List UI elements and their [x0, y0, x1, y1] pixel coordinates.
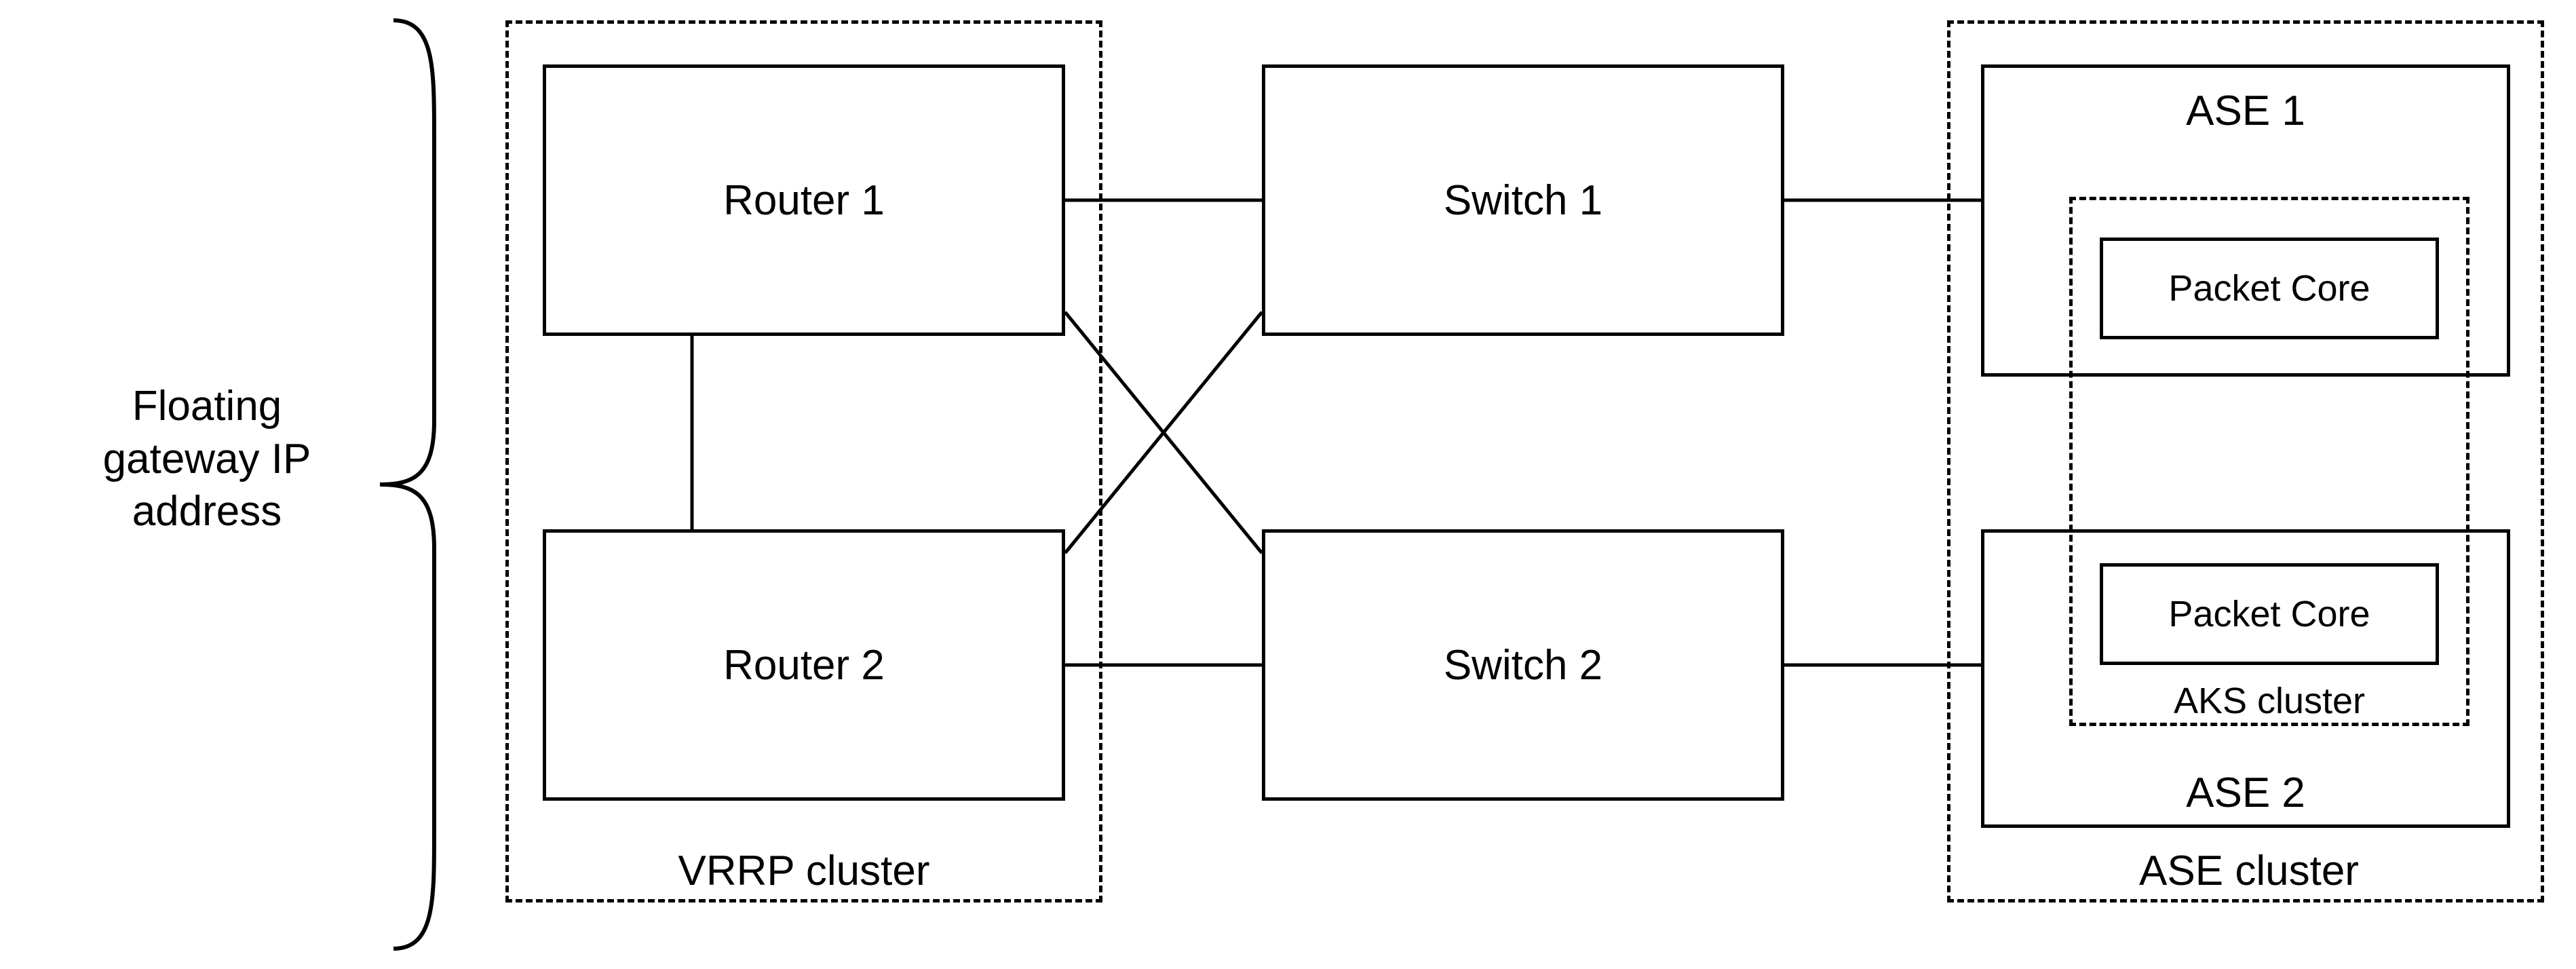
side-label-line1: Floating	[132, 383, 282, 430]
packet-core-1-label: Packet Core	[2168, 267, 2370, 309]
aks-cluster-label: AKS cluster	[2123, 679, 2415, 725]
ase-1-label: ASE 1	[2168, 85, 2324, 138]
router-2: Router 2	[543, 529, 1065, 801]
brace-icon	[380, 20, 434, 949]
switch-1-label: Switch 1	[1444, 176, 1602, 225]
ase-cluster-label: ASE cluster	[2035, 845, 2463, 898]
switch-2-label: Switch 2	[1444, 641, 1602, 689]
switch-2: Switch 2	[1262, 529, 1784, 801]
vrrp-cluster-label: VRRP cluster	[590, 845, 1018, 898]
network-diagram: Floating gateway IP address VRRP cluster…	[0, 0, 2576, 969]
side-label-line2: gateway IP	[103, 436, 311, 482]
router-1: Router 1	[543, 64, 1065, 336]
ase-2-label: ASE 2	[2168, 767, 2324, 820]
packet-core-2-label: Packet Core	[2168, 593, 2370, 635]
router-2-label: Router 2	[723, 641, 885, 689]
side-label: Floating gateway IP address	[41, 380, 373, 538]
router-1-label: Router 1	[723, 176, 885, 225]
packet-core-1: Packet Core	[2100, 238, 2439, 339]
switch-1: Switch 1	[1262, 64, 1784, 336]
packet-core-2: Packet Core	[2100, 563, 2439, 665]
side-label-line3: address	[132, 488, 282, 535]
